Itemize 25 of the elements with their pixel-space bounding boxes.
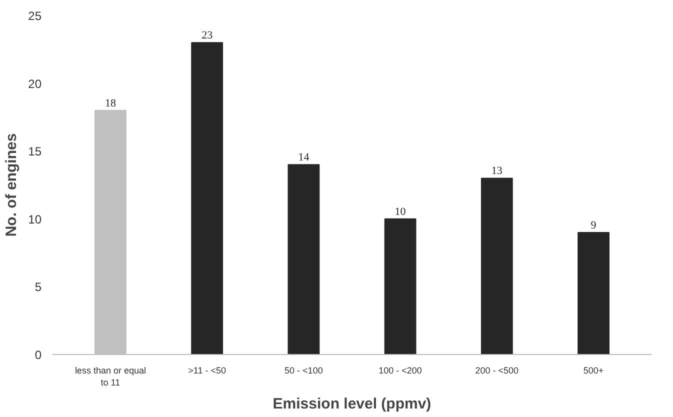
bar (191, 42, 224, 354)
x-tick-label: 200 - <500 (475, 366, 519, 376)
bar (480, 178, 513, 354)
y-tick-label: 25 (28, 9, 42, 23)
x-axis-title: Emission level (ppmv) (272, 396, 432, 412)
x-tick-label: >11 - <50 (188, 366, 226, 376)
data-label: 18 (104, 97, 116, 110)
bar (384, 218, 416, 354)
x-tick-label: 50 - <100 (284, 366, 323, 376)
data-label: 23 (202, 30, 214, 42)
data-label: 14 (298, 152, 310, 164)
y-tick-label: 10 (28, 212, 42, 226)
y-tick-label: 0 (34, 348, 42, 362)
x-tick-label: less than or equal to 11 (74, 366, 146, 388)
y-axis-title: No. of engines (3, 133, 20, 237)
x-tick-label: 100 - <200 (378, 366, 422, 376)
y-tick-label: 20 (28, 76, 42, 91)
data-label: 13 (491, 165, 503, 178)
x-tick-label: 500+ (583, 366, 604, 376)
bar (288, 164, 320, 354)
y-tick-label: 15 (28, 144, 42, 159)
bar (578, 232, 610, 354)
data-label: 9 (590, 219, 597, 232)
y-tick-label: 5 (34, 280, 42, 294)
data-label: 10 (394, 206, 406, 218)
